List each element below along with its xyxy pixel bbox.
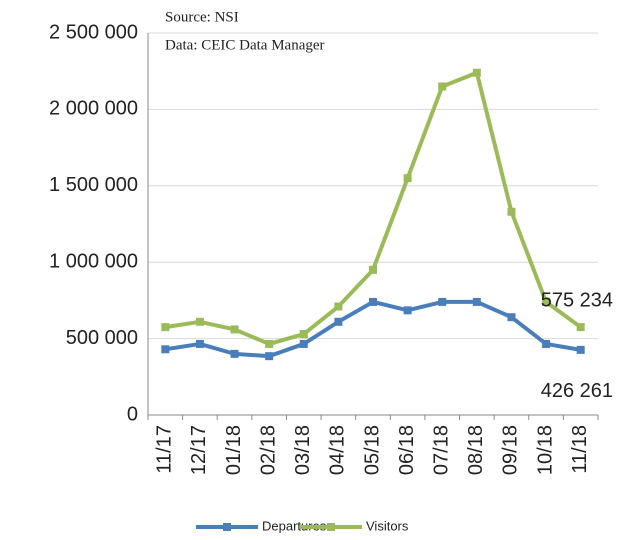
marker [403, 306, 412, 315]
y-tick-label: 0 [127, 403, 138, 425]
marker [265, 352, 274, 361]
marker [576, 345, 585, 354]
marker [195, 339, 204, 348]
marker [334, 317, 343, 326]
value-label: 426 261 [541, 380, 613, 402]
x-tick-label: 08/18 [465, 425, 487, 475]
x-tick-label: 02/18 [257, 425, 279, 475]
x-tick-label: 11/18 [569, 425, 591, 474]
x-tick-label: 11/17 [154, 425, 176, 474]
marker [195, 317, 204, 326]
marker [576, 323, 585, 332]
marker [369, 297, 377, 306]
marker [438, 82, 447, 91]
marker [542, 297, 551, 306]
y-tick-label: 1 500 000 [49, 174, 138, 196]
annotation: Data: CEIC Data Manager [165, 37, 325, 53]
marker [369, 265, 377, 274]
marker [403, 174, 412, 183]
marker [299, 330, 308, 339]
x-tick-label: 01/18 [223, 425, 245, 475]
x-tick-label: 05/18 [361, 425, 383, 475]
y-tick-label: 500 000 [66, 327, 138, 349]
x-tick-label: 04/18 [327, 425, 349, 475]
marker [438, 297, 447, 306]
legend-label: Departures [262, 518, 327, 533]
y-tick-label: 1 000 000 [49, 250, 138, 272]
y-tick-label: 2 000 000 [49, 98, 138, 120]
marker [161, 345, 170, 354]
x-tick-label: 12/17 [188, 425, 210, 475]
marker [265, 339, 274, 348]
marker [230, 325, 239, 334]
y-tick-label: 2 500 000 [49, 21, 138, 43]
x-tick-label: 03/18 [292, 425, 314, 475]
marker [472, 68, 481, 77]
marker [230, 349, 239, 358]
legend-marker [223, 523, 231, 531]
legend-label: Visitors [366, 518, 409, 533]
marker [161, 323, 170, 332]
value-label: 575 234 [541, 289, 613, 311]
x-tick-label: 10/18 [534, 425, 556, 475]
marker [542, 339, 551, 348]
marker [334, 302, 343, 311]
x-tick-label: 07/18 [431, 425, 453, 475]
marker [507, 207, 516, 216]
marker [507, 313, 516, 322]
x-tick-label: 06/18 [396, 425, 418, 475]
annotation: Source: NSI [165, 9, 239, 25]
legend-marker [327, 523, 335, 531]
marker [472, 297, 481, 306]
marker [299, 339, 308, 348]
x-tick-label: 09/18 [500, 425, 522, 475]
